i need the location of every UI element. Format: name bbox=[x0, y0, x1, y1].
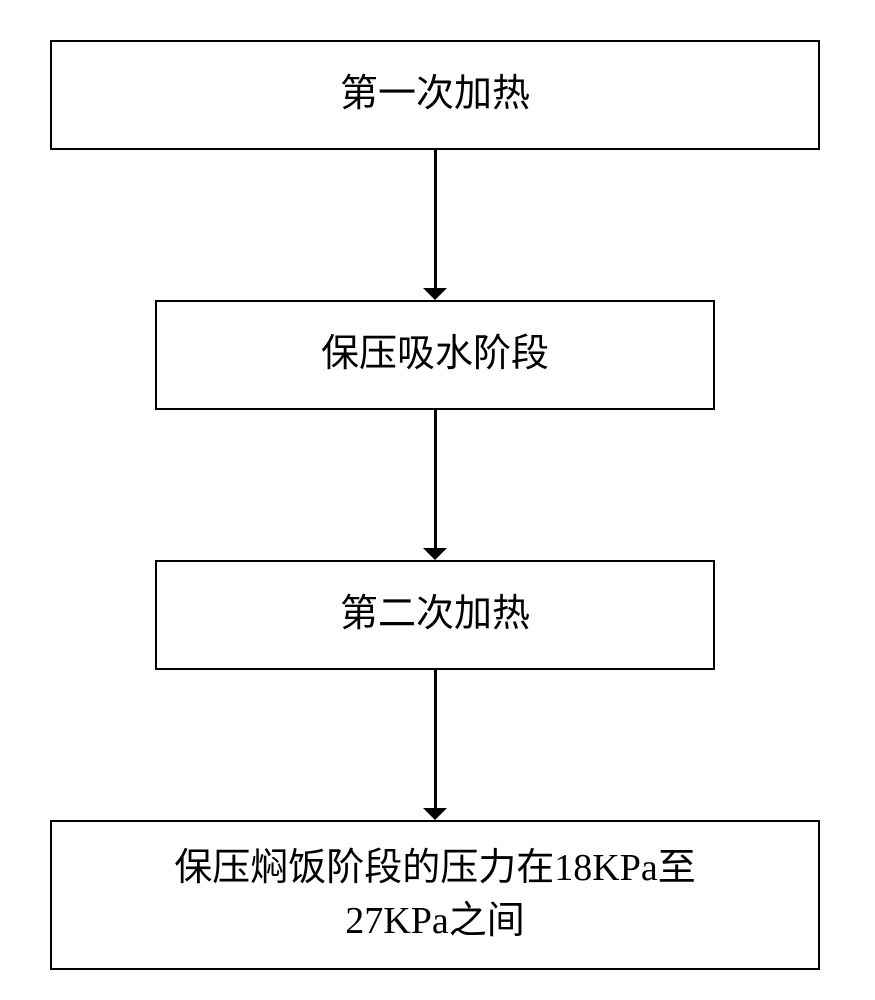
flowchart-node-step3: 第二次加热 bbox=[155, 560, 715, 670]
node-label-step4: 保压焖饭阶段的压力在18KPa至27KPa之间 bbox=[174, 842, 695, 948]
flowchart-arrowhead-2 bbox=[423, 548, 447, 560]
flowchart-node-step1: 第一次加热 bbox=[50, 40, 820, 150]
flowchart-node-step2: 保压吸水阶段 bbox=[155, 300, 715, 410]
flowchart-node-step4: 保压焖饭阶段的压力在18KPa至27KPa之间 bbox=[50, 820, 820, 970]
flowchart-arrow-3 bbox=[434, 670, 437, 808]
flowchart-container: 第一次加热 保压吸水阶段 第二次加热 保压焖饭阶段的压力在18KPa至27KPa… bbox=[0, 0, 875, 1000]
flowchart-arrow-1 bbox=[434, 150, 437, 288]
flowchart-arrowhead-1 bbox=[423, 288, 447, 300]
node-label-step3: 第二次加热 bbox=[340, 588, 530, 641]
node-label-step2: 保压吸水阶段 bbox=[321, 328, 549, 381]
flowchart-arrowhead-3 bbox=[423, 808, 447, 820]
flowchart-arrow-2 bbox=[434, 410, 437, 548]
node-label-step1: 第一次加热 bbox=[340, 68, 530, 121]
